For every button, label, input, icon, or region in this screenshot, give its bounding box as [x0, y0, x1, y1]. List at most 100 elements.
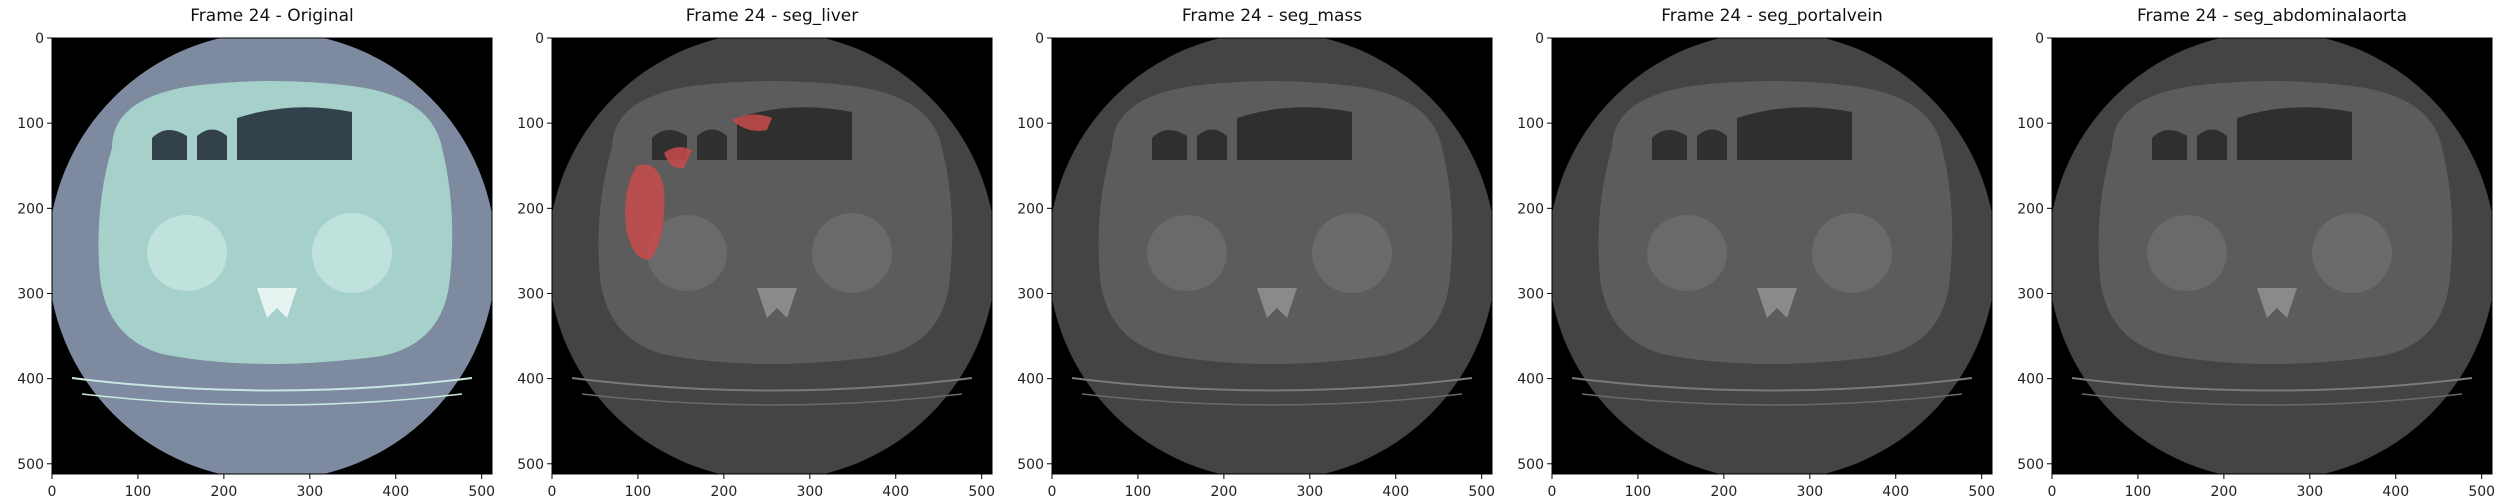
x-tick-label: 300: [2296, 484, 2323, 500]
spine: [2257, 288, 2297, 318]
scan-table-line: [571, 377, 973, 392]
y-tick-label: 500: [1017, 457, 1044, 473]
y-tick-label: 500: [517, 457, 544, 473]
scan-table-line: [1571, 377, 1973, 392]
y-tick-label: 300: [1017, 286, 1044, 302]
scan-table-line: [2071, 377, 2473, 392]
y-tick-label: 300: [517, 286, 544, 302]
spine: [757, 288, 797, 318]
x-tick-label: 200: [1211, 484, 1238, 500]
gas-pocket: [2197, 129, 2227, 160]
x-tick-label: 400: [2382, 484, 2409, 500]
x-tick-label: 200: [2211, 484, 2238, 500]
scan-table-line: [1581, 393, 1963, 406]
scan-table-line: [1081, 393, 1463, 406]
gas-pocket: [1652, 129, 1687, 160]
y-tick-label: 0: [1535, 31, 1544, 47]
y-tick-label: 200: [2017, 201, 2044, 217]
x-tick-label: 0: [48, 484, 57, 500]
kidney-right: [812, 213, 892, 293]
panel-1: Frame 24 - Original 0 100 200 300 400 500 0 100 2…: [0, 0, 495, 500]
spine: [1757, 288, 1797, 318]
x-tick-label: 500: [968, 484, 995, 500]
panel-title: Frame 24 - seg_portalvein: [1661, 6, 1883, 26]
panel-5: Frame 24 - seg_abdominalaorta 0 100 200 300 4…: [2000, 0, 2495, 500]
scan-table-line: [581, 393, 963, 406]
gas-pocket: [197, 129, 227, 160]
axes-frame: [551, 37, 993, 475]
x-tick-label: 300: [796, 484, 823, 500]
x-tick-label: 500: [1468, 484, 1495, 500]
x-tick-label: 200: [711, 484, 738, 500]
panel-title: Frame 24 - seg_mass: [1181, 6, 1363, 26]
scan-table-line: [1071, 377, 1473, 392]
y-tick-label: 0: [1035, 31, 1044, 47]
x-tick-label: 0: [1548, 484, 1557, 500]
x-tick-label: 400: [1882, 484, 1909, 500]
x-tick-label: 500: [468, 484, 495, 500]
y-tick-label: 400: [517, 372, 544, 388]
gas-pocket: [697, 129, 727, 160]
x-tick-label: 100: [2125, 484, 2152, 500]
y-tick-label: 400: [1517, 372, 1544, 388]
axes-frame: [1051, 37, 1493, 475]
y-tick-label: 300: [1517, 286, 1544, 302]
kidney-right: [1312, 213, 1392, 293]
y-tick-label: 0: [535, 31, 544, 47]
x-tick-label: 400: [882, 484, 909, 500]
x-tick-label: 500: [2468, 484, 2495, 500]
kidney-left: [147, 215, 227, 291]
kidney-right: [2312, 213, 2392, 293]
x-tick-label: 400: [382, 484, 409, 500]
scan-table-line: [2081, 393, 2463, 406]
gas-pocket: [1237, 107, 1352, 160]
y-tick-label: 500: [2017, 457, 2044, 473]
panel-2: Frame 24 - seg_liver 0 100 200 300 400 500 0 100…: [500, 0, 995, 500]
liver-overlay: [664, 147, 692, 169]
axes-frame: [2051, 37, 2493, 475]
panel-title: Frame 24 - seg_liver: [685, 6, 859, 26]
gas-pocket: [1697, 129, 1727, 160]
panel-title: Frame 24 - seg_abdominalaorta: [2136, 6, 2408, 26]
liver-overlay: [625, 164, 665, 260]
y-tick-label: 400: [17, 372, 44, 388]
y-tick-label: 0: [35, 31, 44, 47]
x-tick-label: 300: [1796, 484, 1823, 500]
y-tick-label: 100: [17, 116, 44, 132]
y-tick-label: 100: [517, 116, 544, 132]
gas-pocket: [1737, 107, 1852, 160]
x-tick-label: 200: [1711, 484, 1738, 500]
y-tick-label: 100: [2017, 116, 2044, 132]
x-tick-label: 0: [1048, 484, 1057, 500]
x-tick-label: 100: [1125, 484, 1152, 500]
x-tick-label: 200: [211, 484, 238, 500]
x-tick-label: 100: [625, 484, 652, 500]
y-tick-label: 100: [1517, 116, 1544, 132]
x-tick-label: 100: [125, 484, 152, 500]
axes-frame: [51, 37, 493, 475]
x-tick-label: 100: [1625, 484, 1652, 500]
y-tick-label: 200: [1017, 201, 1044, 217]
scan-table-line: [71, 377, 473, 392]
gas-pocket: [2152, 129, 2187, 160]
kidney-left: [2147, 215, 2227, 291]
y-tick-label: 500: [1517, 457, 1544, 473]
kidney-right: [312, 213, 392, 293]
gas-pocket: [2237, 107, 2352, 160]
panel-title: Frame 24 - Original: [190, 6, 354, 26]
liver-overlay: [732, 114, 772, 131]
x-tick-label: 500: [1968, 484, 1995, 500]
kidney-left: [1647, 215, 1727, 291]
gas-pocket: [152, 129, 187, 160]
gas-pocket: [237, 107, 352, 160]
gas-pocket: [1152, 129, 1187, 160]
scan-table-line: [81, 393, 463, 406]
y-tick-label: 200: [517, 201, 544, 217]
x-tick-label: 300: [1296, 484, 1323, 500]
panel-3: Frame 24 - seg_mass 0 100 200 300 400 500 0 100 2…: [1000, 0, 1495, 500]
